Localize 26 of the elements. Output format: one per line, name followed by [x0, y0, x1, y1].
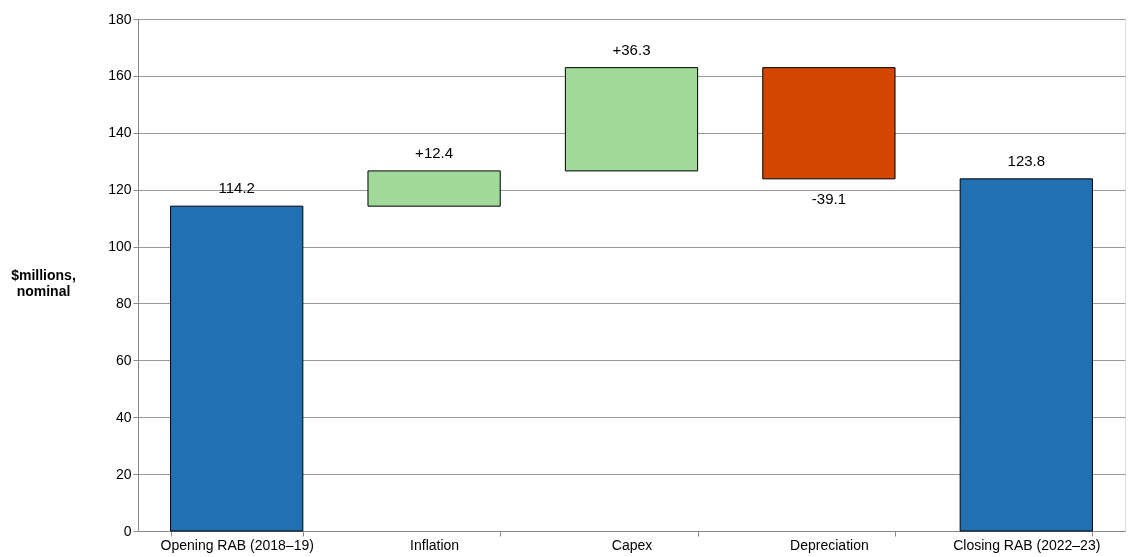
- bar: [564, 67, 699, 172]
- x-tick-label: Closing RAB (2022–23): [953, 536, 1101, 553]
- bar: [367, 170, 501, 207]
- y-tick-label: 0: [123, 522, 132, 539]
- x-tick-label: Capex: [611, 536, 653, 553]
- data-label: 114.2: [218, 179, 255, 197]
- y-tick-label: 120: [108, 181, 132, 198]
- y-tick-label: 60: [115, 351, 132, 368]
- y-tick-label: 160: [108, 67, 132, 84]
- x-tick-label: Opening RAB (2018–19): [160, 536, 314, 553]
- y-tick-label: 80: [115, 294, 132, 311]
- y-tick-label: 140: [108, 124, 132, 141]
- x-tick-label: Depreciation: [790, 536, 869, 553]
- data-label: +12.4: [415, 143, 454, 161]
- x-tick-label: Inflation: [410, 536, 460, 553]
- bar: [959, 178, 1093, 532]
- bar: [170, 205, 304, 532]
- y-tick-label: 100: [108, 238, 132, 255]
- y-tick-label: 180: [108, 10, 132, 27]
- data-label: 123.8: [1007, 151, 1046, 169]
- data-label: +36.3: [612, 40, 651, 58]
- bar: [762, 67, 896, 180]
- y-axis-title: $millions, nominal: [11, 266, 76, 299]
- data-label: -39.1: [811, 189, 846, 207]
- y-tick-label: 40: [115, 408, 132, 425]
- y-tick-label: 20: [115, 465, 132, 482]
